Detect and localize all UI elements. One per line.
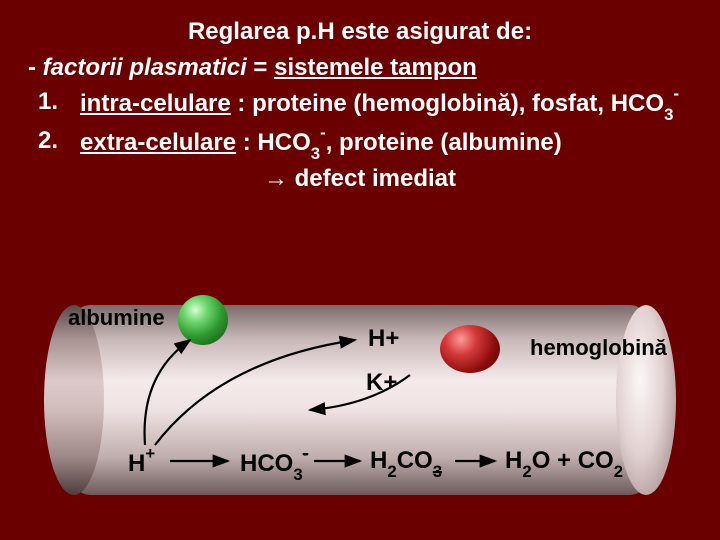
item1-underline: intra-celulare	[80, 90, 231, 117]
item1-rest: : proteine (hemoglobină), fosfat, HCO	[231, 90, 664, 117]
list-item-1: 1. intra-celulare : proteine (hemoglobin…	[38, 86, 692, 123]
hco3-strike: -	[303, 444, 309, 463]
line1-italic: factorii plasmatici	[43, 54, 247, 81]
h2co3-label: H2CO3	[370, 447, 442, 479]
hco3-sub: 3	[293, 465, 302, 484]
line1-underline: sistemele tampon	[274, 54, 477, 81]
h2co3-3: 3	[433, 462, 442, 481]
list-item-2: 2. extra-celulare : HCO3-, proteine (alb…	[38, 125, 692, 162]
h2co3-2: 2	[387, 462, 396, 481]
line1-prefix: -	[28, 54, 43, 81]
buffer-diagram: albumine H+ K+ hemoglobină H+ HCO3- H2CO…	[50, 305, 670, 515]
h2co3-h: H	[370, 447, 387, 474]
h2o-co2-label: H2O + CO2	[505, 447, 623, 479]
list-num-1: 1.	[38, 86, 80, 123]
slide-title: Reglarea p.H este asigurat de:	[28, 18, 692, 46]
defect-line: → defect imediat	[28, 165, 692, 193]
kplus-label: K+	[366, 369, 397, 397]
item1-sup: -	[673, 84, 679, 103]
albumine-sphere-icon	[178, 295, 228, 345]
h2co3-co: CO	[397, 447, 433, 474]
h2o-2: 2	[522, 462, 531, 481]
list-body-1: intra-celulare : proteine (hemoglobină),…	[80, 86, 692, 123]
hemoglobin-label: hemoglobină	[530, 335, 667, 361]
hemoglobin-sphere-icon	[440, 325, 500, 373]
hplus-bottom-label: H+	[128, 447, 155, 478]
item2-sup: -	[320, 123, 326, 142]
h2o-o: O + CO	[532, 447, 614, 474]
hplus-bot-h: H	[128, 450, 145, 477]
list-num-2: 2.	[38, 125, 80, 162]
item2-sub: 3	[311, 144, 320, 163]
item2-underline: extra-celulare	[80, 129, 236, 156]
item2-rest2: , proteine (albumine)	[326, 129, 562, 156]
line1-eq: =	[247, 54, 274, 81]
item2-rest1: : HCO	[236, 129, 311, 156]
co2-2: 2	[614, 462, 623, 481]
hplus-top-label: H+	[368, 325, 399, 353]
item1-sub: 3	[664, 105, 673, 124]
list-body-2: extra-celulare : HCO3-, proteine (albumi…	[80, 125, 692, 162]
hco3-h: HCO	[240, 450, 293, 477]
hplus-bot-sup: +	[145, 444, 155, 463]
factor-line: - factorii plasmatici = sistemele tampon	[28, 54, 692, 82]
defect-text: defect imediat	[288, 165, 456, 192]
hco3-label: HCO3-	[240, 447, 308, 482]
h2o-h: H	[505, 447, 522, 474]
buffer-list: 1. intra-celulare : proteine (hemoglobin…	[28, 86, 692, 163]
defect-arrow-icon: →	[264, 165, 288, 192]
albumine-label: albumine	[68, 305, 165, 331]
